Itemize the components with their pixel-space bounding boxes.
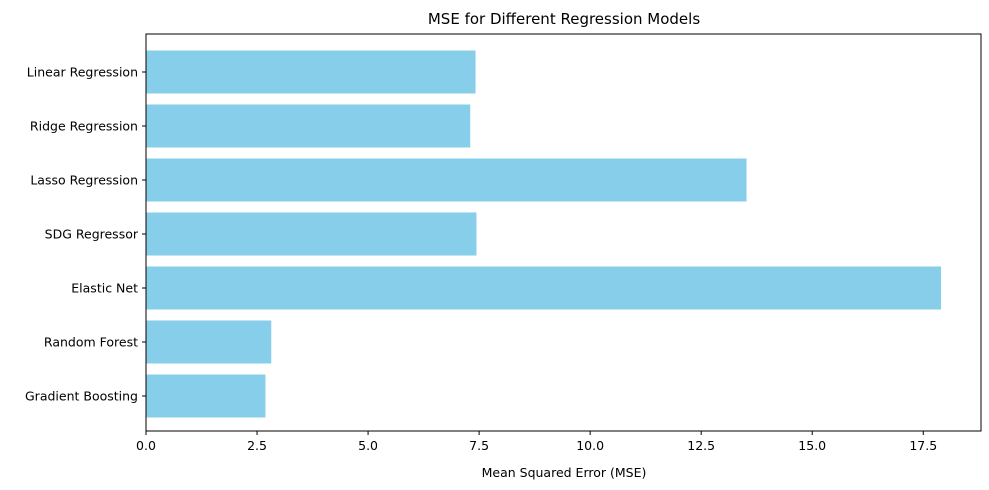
bar-sdg-regressor [146, 212, 477, 256]
x-tick-label: 5.0 [358, 438, 378, 453]
y-axis: Linear Regression Ridge Regression Lasso R… [25, 65, 146, 404]
x-tick-label: 2.5 [247, 438, 267, 453]
x-axis-label: Mean Squared Error (MSE) [482, 465, 647, 480]
x-tick-label: 10.0 [576, 438, 604, 453]
y-tick-label: Random Forest [44, 335, 138, 350]
y-tick-label: Linear Regression [27, 65, 138, 80]
y-tick-label: Lasso Regression [30, 173, 138, 188]
bar-lasso-regression [146, 158, 747, 202]
bar-elastic-net [146, 266, 942, 310]
x-tick-label: 12.5 [687, 438, 715, 453]
chart-title: MSE for Different Regression Models [428, 10, 700, 28]
x-tick-label: 17.5 [909, 438, 937, 453]
x-axis: 0.0 2.5 5.0 7.5 10.0 12.5 15.0 17.5 [136, 431, 937, 453]
bars-group [146, 50, 942, 418]
bar-gradient-boosting [146, 374, 266, 418]
y-tick-label: Ridge Regression [30, 119, 138, 134]
y-tick-label: SDG Regressor [45, 227, 139, 242]
x-tick-label: 7.5 [469, 438, 489, 453]
bar-random-forest [146, 320, 272, 364]
y-tick-label: Gradient Boosting [25, 389, 138, 404]
plot-frame [145, 33, 982, 432]
y-tick-label: Elastic Net [71, 281, 138, 296]
bar-linear-regression [146, 50, 476, 94]
x-tick-label: 0.0 [136, 438, 156, 453]
x-tick-label: 15.0 [798, 438, 826, 453]
bar-ridge-regression [146, 104, 471, 148]
